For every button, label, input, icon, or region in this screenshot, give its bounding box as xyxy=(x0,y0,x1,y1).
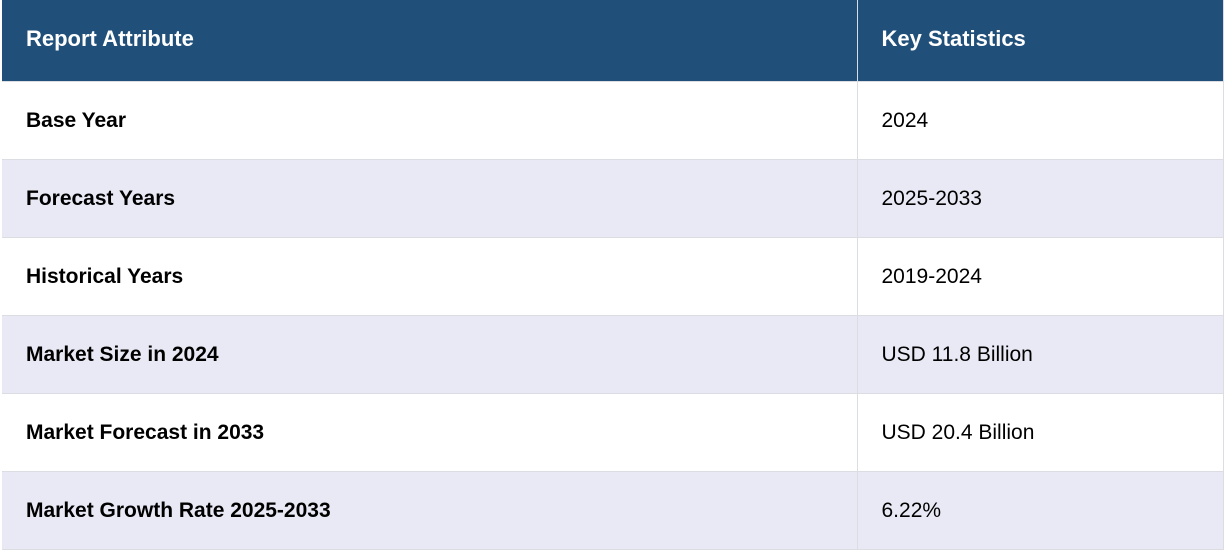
attribute-cell: Market Size in 2024 xyxy=(2,315,858,394)
value-cell: USD 11.8 Billion xyxy=(856,315,1224,394)
header-cell: Report Attribute xyxy=(2,0,858,82)
table-row: Market Forecast in 2033 USD 20.4 Billion xyxy=(2,393,1224,472)
header-row: Report Attribute Key Statistics xyxy=(2,0,1224,82)
table-row: Market Growth Rate 2025-2033 6.22% xyxy=(2,471,1224,550)
table-row: Forecast Years 2025-2033 xyxy=(2,159,1224,238)
attribute-cell: Historical Years xyxy=(2,237,858,316)
value-cell: 2019-2024 xyxy=(856,237,1224,316)
value-cell: USD 20.4 Billion xyxy=(856,393,1224,472)
value-cell: 2024 xyxy=(856,81,1224,160)
value-cell: 6.22% xyxy=(856,471,1224,550)
attribute-cell: Market Growth Rate 2025-2033 xyxy=(2,471,858,550)
attribute-cell: Market Forecast in 2033 xyxy=(2,393,858,472)
table-row: Historical Years 2019-2024 xyxy=(2,237,1224,316)
table-body: Base Year 2024 Forecast Years 2025-2033 Hist… xyxy=(2,81,1224,550)
table-row: Base Year 2024 xyxy=(2,81,1224,160)
header-cell: Key Statistics xyxy=(857,0,1224,82)
value-cell: 2025-2033 xyxy=(856,159,1224,238)
table-row: Market Size in 2024 USD 11.8 Billion xyxy=(2,315,1224,394)
attribute-cell: Forecast Years xyxy=(2,159,858,238)
attribute-cell: Base Year xyxy=(2,81,858,160)
